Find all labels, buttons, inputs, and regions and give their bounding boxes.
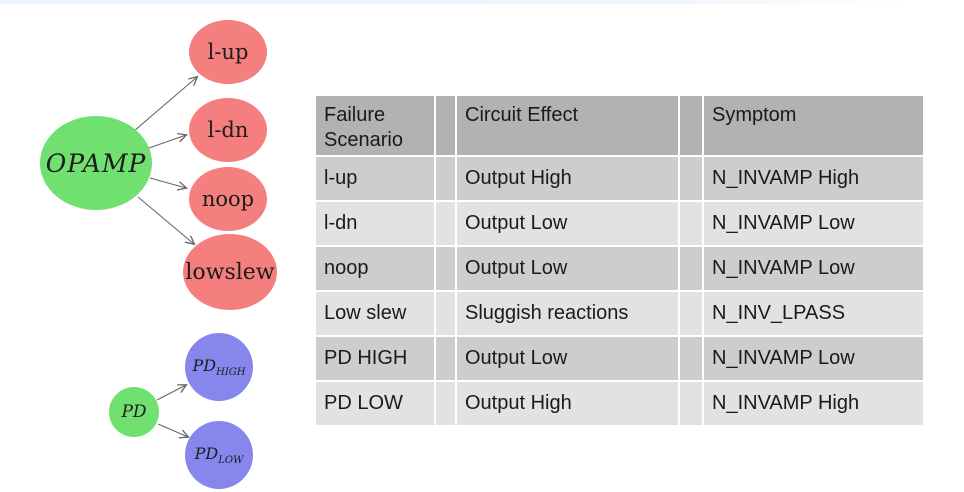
edge-opamp-lup [133, 77, 197, 132]
spacer-cell [436, 382, 455, 425]
spacer-cell [680, 202, 702, 245]
table-cell-scenario: noop [316, 247, 434, 290]
opamp-root-node: OPAMP [40, 116, 152, 210]
pd-root-node: PD [109, 387, 159, 437]
table-cell-effect: Sluggish reactions [457, 292, 678, 335]
edge-pd-pdlow [157, 423, 188, 437]
pd-low-node: PDLOW [185, 421, 253, 489]
fault-node-l-dn: l-dn [189, 98, 267, 162]
spacer-cell [680, 337, 702, 380]
fault-node-label: noop [201, 187, 255, 211]
pd-high-label: PDHIGH [192, 355, 246, 379]
header-spacer [436, 96, 455, 155]
table-cell-scenario: l-dn [316, 202, 434, 245]
spacer-cell [436, 247, 455, 290]
table-cell-scenario: l-up [316, 157, 434, 200]
col-header-circuit-effect: Circuit Effect [457, 96, 678, 155]
edge-opamp-ldn [148, 135, 186, 149]
spacer-cell [436, 292, 455, 335]
edge-opamp-lowslew [137, 196, 194, 244]
fault-node-lowslew: lowslew [183, 234, 277, 310]
fault-node-l-up: l-up [189, 20, 267, 84]
table-cell-symptom: N_INVAMP Low [704, 337, 923, 380]
spacer-cell [680, 382, 702, 425]
spacer-cell [436, 157, 455, 200]
table-cell-effect: Output High [457, 157, 678, 200]
table-cell-effect: Output Low [457, 247, 678, 290]
top-edge-strip [0, 0, 964, 4]
edge-opamp-noop [149, 177, 186, 188]
fault-node-label: l-dn [207, 118, 249, 142]
table-cell-effect: Output High [457, 382, 678, 425]
header-spacer [680, 96, 702, 155]
col-header-failure-scenario: Failure Scenario [316, 96, 434, 155]
fault-node-label: lowslew [185, 259, 275, 285]
table-cell-effect: Output Low [457, 337, 678, 380]
table-cell-symptom: N_INVAMP Low [704, 202, 923, 245]
failure-scenario-table: Failure Scenario Circuit Effect Symptom … [316, 96, 923, 425]
spacer-cell [680, 157, 702, 200]
fault-tree-diagram: OPAMP l-up l-dn noop lowslew PD PDHIGH P… [0, 0, 320, 492]
table-cell-scenario: PD HIGH [316, 337, 434, 380]
table-cell-symptom: N_INVAMP High [704, 382, 923, 425]
opamp-label: OPAMP [45, 148, 147, 178]
pd-label: PD [121, 402, 147, 422]
spacer-cell [680, 247, 702, 290]
diagram-edges [133, 0, 320, 492]
fault-node-noop: noop [189, 167, 267, 231]
table-cell-symptom: N_INVAMP High [704, 157, 923, 200]
table-cell-scenario: Low slew [316, 292, 434, 335]
spacer-cell [436, 202, 455, 245]
fault-node-label: l-up [207, 40, 249, 64]
table-cell-effect: Output Low [457, 202, 678, 245]
table-cell-symptom: N_INVAMP Low [704, 247, 923, 290]
pd-high-node: PDHIGH [185, 333, 253, 401]
spacer-cell [436, 337, 455, 380]
col-header-symptom: Symptom [704, 96, 923, 155]
spacer-cell [680, 292, 702, 335]
edge-pd-pdhigh [156, 385, 186, 401]
table-cell-symptom: N_INV_LPASS [704, 292, 923, 335]
table-cell-scenario: PD LOW [316, 382, 434, 425]
pd-low-label: PDLOW [194, 443, 244, 467]
